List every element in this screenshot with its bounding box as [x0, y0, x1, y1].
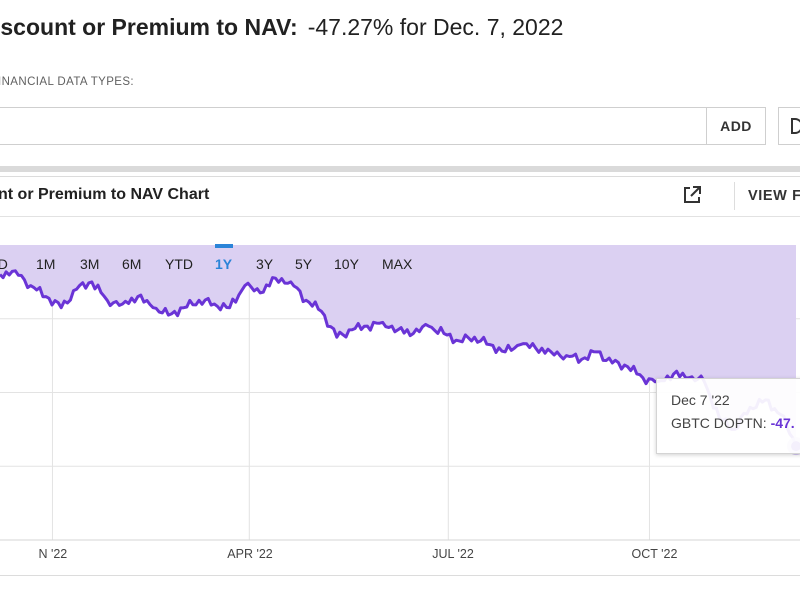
range-button-max[interactable]: MAX [382, 256, 413, 272]
view-full-button[interactable]: VIEW F [748, 188, 800, 204]
range-button-5d[interactable]: 5D [0, 256, 8, 272]
chart-header-line [0, 216, 800, 217]
range-button-10y[interactable]: 10Y [334, 256, 359, 272]
tooltip-date: Dec 7 '22 [671, 392, 730, 408]
range-button-6m[interactable]: 6M [122, 256, 142, 272]
range-button-ytd[interactable]: YTD [165, 256, 193, 272]
document-button[interactable] [778, 107, 800, 145]
x-tick-label: N '22 [38, 547, 68, 561]
chart-title: nt or Premium to NAV Chart [0, 186, 210, 203]
section-divider [0, 166, 800, 172]
range-button-3m[interactable]: 3M [80, 256, 100, 272]
range-selected-indicator [215, 244, 233, 248]
metric-value: -47.27% for Dec. 7, 2022 [307, 14, 564, 40]
add-button[interactable]: ADD [706, 107, 766, 145]
metric-title: iscount or Premium to NAV: [0, 14, 298, 40]
financial-data-type-input[interactable] [0, 107, 707, 145]
x-tick-label: APR '22 [227, 547, 273, 561]
tooltip-series-label: GBTC DOPTN: [671, 415, 767, 431]
range-button-1y[interactable]: 1Y [215, 256, 233, 272]
tooltip-value: -47. [770, 415, 795, 431]
chart-card [0, 176, 800, 576]
x-tick-label: JUL '22 [432, 547, 474, 561]
external-link-icon[interactable] [681, 184, 703, 206]
series-area [0, 245, 796, 447]
title-separator [734, 182, 735, 210]
chart-tooltip: Dec 7 '22 GBTC DOPTN: -47. [656, 378, 800, 454]
document-icon [791, 118, 800, 134]
page-heading: iscount or Premium to NAV: -47.27% for De… [0, 14, 563, 41]
range-button-3y[interactable]: 3Y [256, 256, 274, 272]
financial-data-types-label: INANCIAL DATA TYPES: [0, 76, 135, 88]
range-button-1m[interactable]: 1M [36, 256, 56, 272]
range-button-5y[interactable]: 5Y [295, 256, 313, 272]
x-tick-label: OCT '22 [631, 547, 678, 561]
tooltip-row: GBTC DOPTN: -47. [671, 415, 800, 431]
